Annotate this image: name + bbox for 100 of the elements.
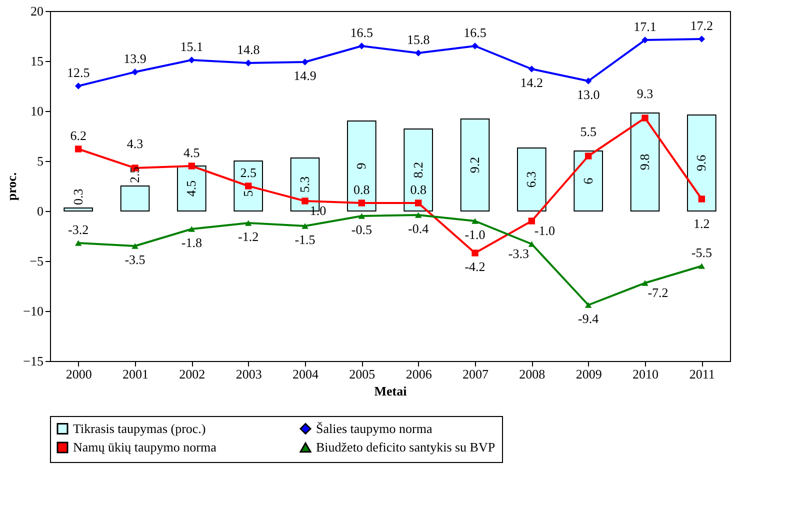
bar <box>460 118 490 212</box>
x-tick-label: 2008 <box>519 366 546 382</box>
y-tick-label: −5 <box>30 254 44 268</box>
data-label: -1.5 <box>294 232 316 247</box>
x-tick-label: 2009 <box>576 366 602 382</box>
data-label: 6.3 <box>524 171 539 188</box>
point <box>74 146 82 152</box>
y-tick-label: 15 <box>30 54 44 68</box>
data-label: 0.8 <box>354 182 370 197</box>
bar <box>404 128 433 212</box>
y-tick-label: −10 <box>23 304 44 318</box>
x-axis-title: Metai <box>374 384 408 398</box>
point <box>584 152 592 160</box>
data-label: 15.8 <box>406 32 430 47</box>
bar <box>630 112 660 212</box>
point <box>528 218 536 224</box>
point <box>472 218 478 224</box>
data-label: 9 <box>354 162 369 170</box>
data-label: 4.3 <box>126 136 144 151</box>
x-tick-label: 2000 <box>66 366 92 382</box>
x-tick-label: 2006 <box>406 366 432 382</box>
data-label: 2.5 <box>240 165 256 180</box>
point <box>414 200 422 206</box>
data-label: 0.8 <box>410 182 426 197</box>
point <box>698 36 706 42</box>
data-label: 9.8 <box>637 154 652 170</box>
data-label: 2.5 <box>127 166 142 183</box>
data-label: -4.2 <box>464 259 486 274</box>
point <box>302 58 308 66</box>
data-label: 12.5 <box>66 65 90 80</box>
point <box>358 200 366 206</box>
point <box>188 226 196 232</box>
data-label: 4.5 <box>184 180 199 197</box>
x-tick-label: 2005 <box>349 366 376 382</box>
legend-label: Namų ūkių taupymo norma <box>73 440 217 454</box>
point <box>414 212 422 218</box>
x-tick-label: 2003 <box>236 366 262 382</box>
data-label: 4.5 <box>184 145 200 160</box>
data-label: -1.2 <box>238 229 259 244</box>
legend-label: Šalies taupymo norma <box>316 420 432 436</box>
data-label: 15.1 <box>180 39 204 54</box>
data-label: 13.9 <box>124 51 146 66</box>
point <box>302 198 308 204</box>
data-label: 1.0 <box>310 203 326 218</box>
point <box>698 196 706 202</box>
data-label: -0.5 <box>351 222 372 237</box>
bar <box>347 120 376 212</box>
data-label: 14.9 <box>294 68 316 83</box>
point <box>472 250 478 256</box>
data-label: -3.3 <box>508 246 529 261</box>
data-label: 8.2 <box>410 162 426 178</box>
y-axis-title: proc. <box>4 172 20 201</box>
bar <box>517 148 546 212</box>
x-tick-label: 2011 <box>689 366 715 382</box>
point <box>584 78 592 84</box>
bar <box>120 186 150 212</box>
point <box>302 223 308 229</box>
point <box>132 243 138 249</box>
bar <box>687 114 716 212</box>
data-label: 6 <box>580 177 596 184</box>
point <box>244 182 252 190</box>
bar <box>177 166 206 212</box>
data-label: 17.2 <box>690 18 714 33</box>
data-label: -1.0 <box>464 227 486 242</box>
bar <box>574 150 603 212</box>
data-label: 14.2 <box>520 75 544 90</box>
x-tick-label: 2004 <box>292 366 319 382</box>
point <box>414 50 422 56</box>
y-tick-label: −15 <box>23 354 44 368</box>
point <box>244 220 252 226</box>
data-label: 5.3 <box>297 176 312 193</box>
point <box>188 56 196 64</box>
bar <box>64 208 93 212</box>
point <box>642 114 648 122</box>
point <box>642 36 648 44</box>
data-label: 16.5 <box>464 25 486 40</box>
data-label: 1.2 <box>694 216 710 231</box>
x-tick-label: 2007 <box>462 366 489 382</box>
data-label: -5.5 <box>691 245 712 260</box>
data-label: 17.1 <box>634 19 656 34</box>
data-label: 9.2 <box>467 156 482 174</box>
y-tick-label: 20 <box>30 4 44 18</box>
legend-label: Tikrasis taupymas (proc.) <box>73 420 206 436</box>
point <box>642 280 648 286</box>
data-label: 6.2 <box>70 128 86 143</box>
y-tick-label: 0 <box>37 204 44 218</box>
x-tick-label: 2001 <box>122 366 148 382</box>
x-tick-label: 2010 <box>632 366 658 382</box>
point <box>698 263 706 269</box>
data-label: 13.0 <box>576 87 600 102</box>
data-label: -1.8 <box>181 235 202 250</box>
data-label: 9.3 <box>636 86 654 101</box>
point <box>528 66 536 72</box>
bar <box>234 160 263 212</box>
point <box>74 82 82 90</box>
y-tick-label: 10 <box>30 104 44 118</box>
data-label: -0.4 <box>408 221 430 236</box>
data-label: -3.5 <box>124 252 146 267</box>
legend-label: Biudžeto deficito santykis su BVP <box>316 440 496 454</box>
data-label: -1.0 <box>534 223 555 238</box>
